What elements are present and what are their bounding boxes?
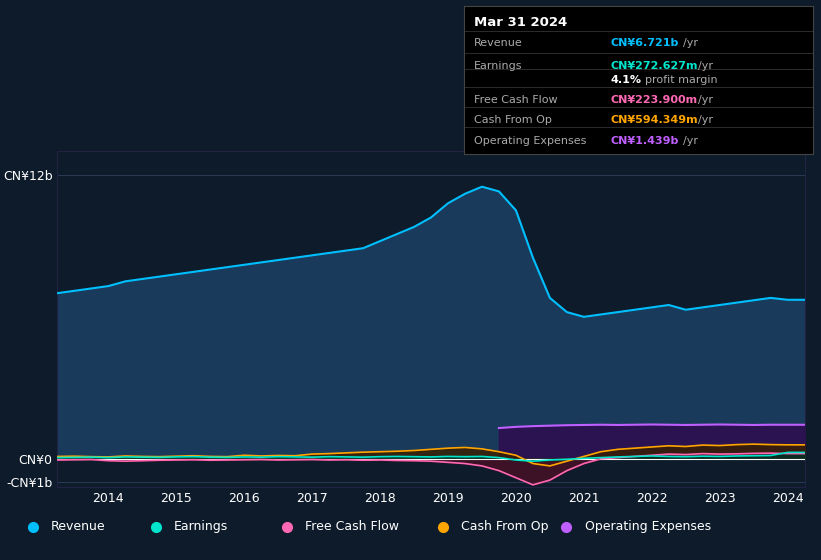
Text: /yr: /yr (698, 95, 713, 105)
Text: CN¥6.721b: CN¥6.721b (610, 38, 679, 48)
Text: Earnings: Earnings (174, 520, 228, 533)
Text: Revenue: Revenue (51, 520, 106, 533)
Text: /yr: /yr (683, 136, 699, 146)
Text: /yr: /yr (683, 38, 699, 48)
Text: /yr: /yr (698, 60, 713, 71)
Text: CN¥272.627m: CN¥272.627m (610, 60, 698, 71)
Text: Mar 31 2024: Mar 31 2024 (475, 16, 567, 29)
Text: CN¥1.439b: CN¥1.439b (610, 136, 679, 146)
Text: CN¥223.900m: CN¥223.900m (610, 95, 698, 105)
Text: Operating Expenses: Operating Expenses (585, 520, 711, 533)
Text: /yr: /yr (698, 115, 713, 125)
Text: CN¥594.349m: CN¥594.349m (610, 115, 698, 125)
Text: Cash From Op: Cash From Op (475, 115, 553, 125)
Text: Operating Expenses: Operating Expenses (475, 136, 587, 146)
Text: Free Cash Flow: Free Cash Flow (475, 95, 558, 105)
Text: Revenue: Revenue (475, 38, 523, 48)
Text: Cash From Op: Cash From Op (461, 520, 549, 533)
Text: 4.1%: 4.1% (610, 76, 641, 85)
Text: Free Cash Flow: Free Cash Flow (305, 520, 399, 533)
Text: Earnings: Earnings (475, 60, 523, 71)
Text: profit margin: profit margin (645, 76, 718, 85)
